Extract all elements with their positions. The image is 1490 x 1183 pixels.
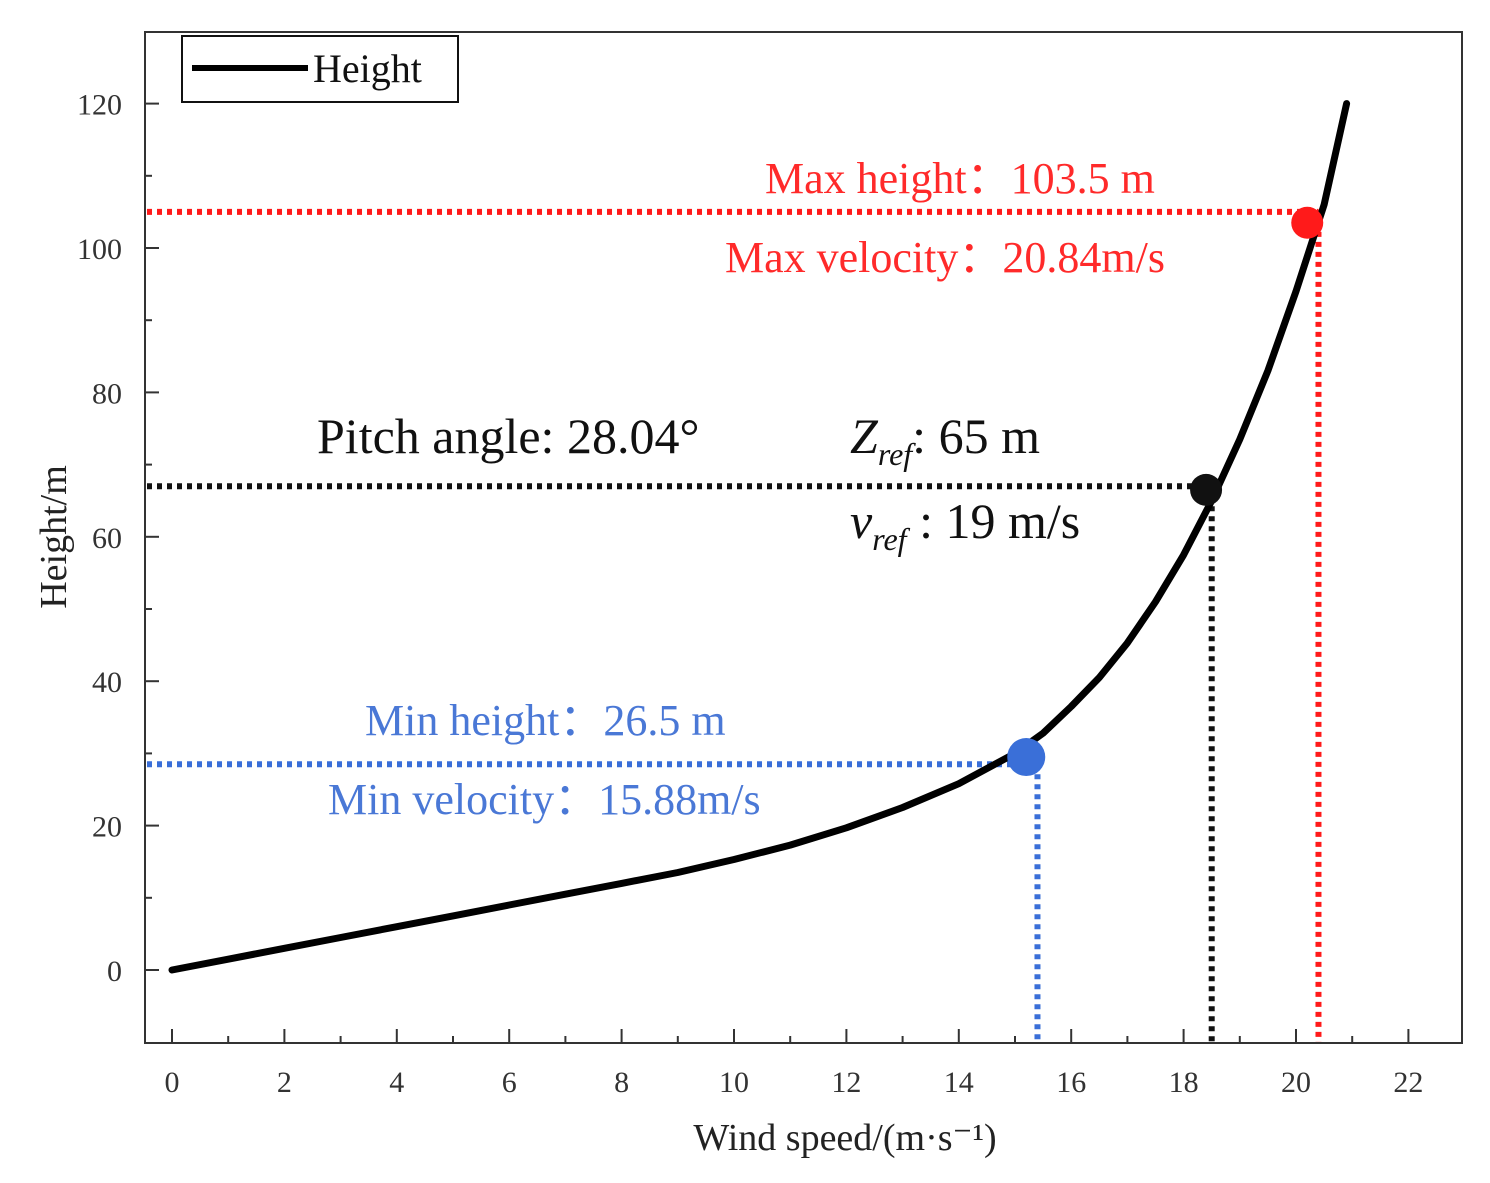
min-velocity-label: Min velocity：15.88m/s: [328, 775, 761, 824]
y-tick-label: 20: [92, 811, 122, 844]
max-velocity-label: Max velocity：20.84m/s: [725, 233, 1165, 282]
y-axis-title: Height/m: [33, 465, 75, 609]
zref-symbol: Z: [850, 408, 879, 464]
vref-value: : 19 m/s: [907, 493, 1081, 549]
x-axis-title: Wind speed/(m·s⁻¹): [693, 1117, 996, 1159]
x-tick-label: 10: [719, 1066, 749, 1099]
y-tick-label: 80: [92, 377, 122, 410]
series-group: [168, 100, 1351, 974]
vref-subscript: ref: [872, 521, 910, 557]
y-tick-label: 40: [92, 666, 122, 699]
min-height-label: Min height：26.5 m: [365, 696, 726, 745]
max-height-label: Max height：103.5 m: [765, 154, 1155, 203]
marker-ref: [1190, 473, 1223, 506]
x-tick-label: 20: [1281, 1066, 1311, 1099]
vref-label: vref : 19 m/s: [850, 493, 1080, 557]
marker-max: [1291, 206, 1324, 239]
pitch-angle-label: Pitch angle: 28.04°: [317, 408, 699, 464]
x-tick-label: 12: [831, 1066, 861, 1099]
x-tick-label: 4: [389, 1066, 404, 1099]
vref-symbol: v: [850, 493, 873, 549]
x-tick-label: 16: [1056, 1066, 1086, 1099]
y-tick-label: 120: [77, 89, 122, 122]
x-tick-label: 22: [1393, 1066, 1423, 1099]
series-line-height: [168, 100, 1351, 974]
x-tick-label: 18: [1169, 1066, 1199, 1099]
y-axis-tick-labels: 0 20 40 60 80 100 120: [77, 89, 122, 988]
x-tick-label: 6: [502, 1066, 517, 1099]
zref-value: : 65 m: [912, 408, 1040, 464]
y-tick-label: 0: [107, 955, 122, 988]
y-tick-label: 60: [92, 522, 122, 555]
x-axis-tick-labels: 0 2 4 6 8 10 12 14 16 18 20 22: [165, 1066, 1424, 1099]
zref-subscript: ref: [878, 436, 916, 472]
legend-label-height: Height: [313, 46, 422, 91]
x-tick-label: 2: [277, 1066, 292, 1099]
y-axis-ticks: [145, 102, 159, 971]
markers-group: [1007, 206, 1324, 777]
x-axis-ticks: [171, 1029, 1410, 1043]
y-tick-label: 100: [77, 233, 122, 266]
x-tick-label: 14: [944, 1066, 974, 1099]
reference-lines: [147, 208, 1322, 1042]
marker-min: [1007, 738, 1046, 777]
x-tick-label: 8: [614, 1066, 629, 1099]
zref-label: Zref: 65 m: [850, 408, 1040, 472]
x-tick-label: 0: [165, 1066, 180, 1099]
legend: Height: [181, 35, 459, 103]
